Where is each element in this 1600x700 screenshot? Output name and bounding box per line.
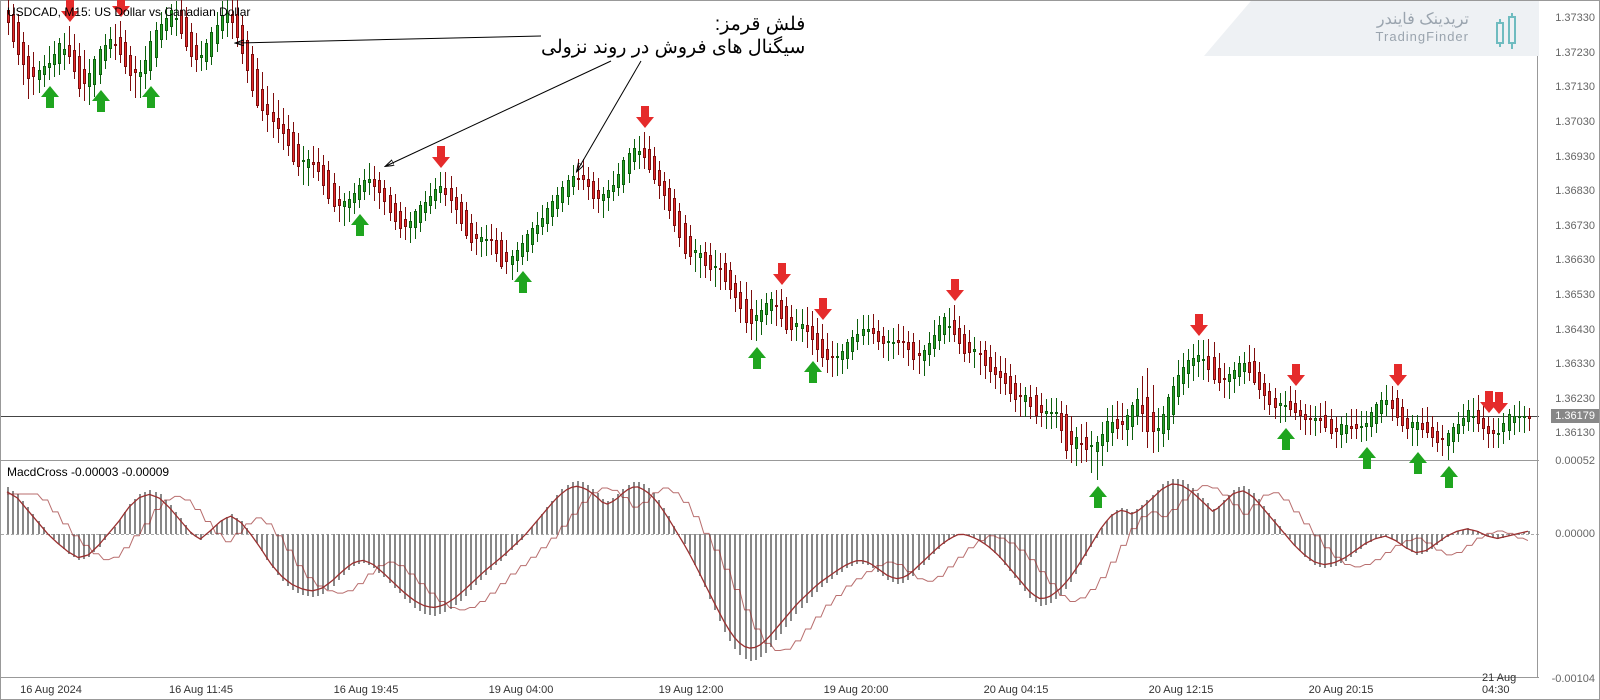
price-tick: 1.37030 (1555, 116, 1595, 128)
time-tick: 19 Aug 20:00 (824, 684, 889, 696)
price-tick: 1.36630 (1555, 254, 1595, 266)
price-panel[interactable]: USDCAD, M15: US Dollar vs Canadian Dolla… (1, 1, 1539, 461)
macd-panel[interactable]: MacdCross -0.00003 -0.00009 (1, 461, 1539, 679)
chart-container: USDCAD, M15: US Dollar vs Canadian Dolla… (0, 0, 1600, 700)
signal-up-arrow-icon (1089, 486, 1107, 513)
macd-tick: 0.00000 (1555, 528, 1595, 540)
price-tick: 1.36830 (1555, 185, 1595, 197)
time-tick: 21 Aug 04:30 (1482, 672, 1520, 696)
time-tick: 20 Aug 12:15 (1149, 684, 1214, 696)
price-tick: 1.36530 (1555, 289, 1595, 301)
time-tick: 16 Aug 2024 (20, 684, 82, 696)
price-tick: 1.37330 (1555, 12, 1595, 24)
time-tick: 20 Aug 04:15 (984, 684, 1049, 696)
signal-up-arrow-icon (1440, 466, 1458, 493)
price-tick: 1.36730 (1555, 220, 1595, 232)
time-tick: 16 Aug 11:45 (169, 684, 233, 696)
annotation-arrows (1, 1, 1539, 461)
time-axis: 16 Aug 2024 16 Aug 11:45 16 Aug 19:45 19 Au… (1, 677, 1539, 699)
macd-tick: -0.00104 (1552, 673, 1595, 685)
time-tick: 16 Aug 19:45 (334, 684, 399, 696)
price-tick: 1.36230 (1555, 393, 1595, 405)
current-price-tag: 1.36179 (1551, 409, 1599, 423)
time-tick: 19 Aug 04:00 (489, 684, 554, 696)
annotation-line2: سیگنال های فروش در روند نزولی (541, 36, 805, 59)
annotation-line1: فلش قرمز: (541, 13, 805, 36)
price-tick: 1.36930 (1555, 151, 1595, 163)
time-tick: 19 Aug 12:00 (659, 684, 724, 696)
brand-logo-icon (1491, 13, 1531, 58)
price-tick: 1.36430 (1555, 324, 1595, 336)
price-tick: 1.37130 (1555, 81, 1595, 93)
macd-y-axis: 0.000520.00000-0.00104 (1537, 461, 1599, 679)
macd-signal-line (7, 486, 1528, 651)
price-tick: 1.36330 (1555, 358, 1595, 370)
brand-badge (1204, 1, 1539, 56)
brand-text-fa: تریدینک فایندر (1376, 9, 1469, 29)
time-tick: 20 Aug 20:15 (1309, 684, 1374, 696)
price-y-axis: 1.36179 1.37330 1.37230 1.37130 1.37030 1.36… (1537, 1, 1599, 461)
macd-tick: 0.00052 (1555, 455, 1595, 467)
annotation-text: فلش قرمز: سیگنال های فروش در روند نزولی (541, 13, 805, 59)
macd-lines (1, 461, 1539, 679)
macd-main-line (7, 484, 1528, 648)
price-tick: 1.36130 (1555, 427, 1595, 439)
macd-title: MacdCross -0.00003 -0.00009 (7, 465, 169, 479)
price-tick: 1.37230 (1555, 47, 1595, 59)
brand-text-en: TradingFinder (1376, 29, 1469, 44)
brand: تریدینک فایندر TradingFinder (1376, 9, 1469, 44)
